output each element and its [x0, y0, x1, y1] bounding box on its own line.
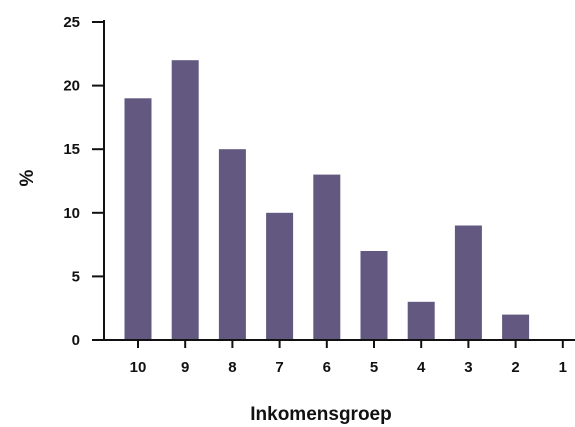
y-tick-label-25: 25 — [63, 14, 80, 31]
axes-group — [103, 20, 575, 341]
y-tick-label-15: 15 — [63, 141, 80, 158]
y-ticks-group: 0 5 10 15 20 25 — [63, 14, 104, 349]
x-tick-label-9: 9 — [181, 359, 189, 376]
x-tick-label-2: 2 — [511, 359, 519, 376]
x-tick-label-5: 5 — [370, 359, 378, 376]
bar-3 — [454, 225, 482, 340]
x-tick-label-1: 1 — [559, 359, 567, 376]
x-tick-label-10: 10 — [130, 359, 147, 376]
bar-8 — [218, 149, 246, 340]
y-tick-label-0: 0 — [72, 332, 80, 349]
x-tick-label-3: 3 — [464, 359, 472, 376]
bar-9 — [171, 60, 199, 340]
x-ticks-group: 10 9 8 7 6 5 4 3 2 1 — [130, 340, 567, 376]
y-tick-label-20: 20 — [63, 78, 80, 95]
x-tick-label-7: 7 — [275, 359, 283, 376]
x-tick-label-6: 6 — [323, 359, 331, 376]
x-axis-title: Inkomensgroep — [250, 404, 391, 425]
y-tick-label-5: 5 — [72, 268, 80, 285]
x-tick-label-8: 8 — [228, 359, 236, 376]
bar-5 — [360, 251, 388, 340]
bar-10 — [124, 98, 152, 340]
y-tick-label-10: 10 — [63, 205, 80, 222]
x-tick-label-4: 4 — [417, 359, 426, 376]
bar-7 — [266, 212, 294, 340]
bar-4 — [407, 301, 435, 340]
bar-2 — [502, 314, 530, 340]
bar-6 — [313, 174, 341, 340]
bars-group — [124, 60, 530, 340]
y-axis-title: % — [17, 169, 38, 186]
